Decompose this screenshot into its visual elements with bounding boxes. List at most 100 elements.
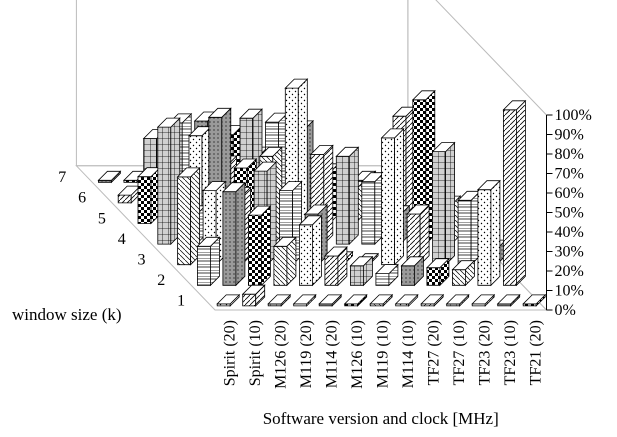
bar-front xyxy=(324,255,339,286)
bar-front xyxy=(273,245,288,286)
bar-front xyxy=(137,176,152,224)
x-tick-label: TF23 (20) xyxy=(476,320,493,385)
bar-side xyxy=(490,179,501,287)
bar xyxy=(496,293,521,307)
bar-top xyxy=(241,284,266,295)
bar-front xyxy=(375,273,390,286)
y-tick-label: 60% xyxy=(555,185,584,202)
bar-front xyxy=(177,176,192,266)
bar xyxy=(176,166,201,266)
bar-top xyxy=(343,294,368,305)
bar-front xyxy=(196,245,211,286)
bar xyxy=(349,255,374,287)
bar-side xyxy=(311,214,322,287)
bar-top xyxy=(304,204,329,215)
bar-side xyxy=(348,146,359,246)
bar-top xyxy=(380,128,405,139)
bar xyxy=(156,117,181,246)
bar-top xyxy=(253,161,278,172)
bar xyxy=(323,246,348,287)
y-tick-label: 20% xyxy=(555,263,584,280)
bar-front xyxy=(117,194,132,204)
x-tick-label: TF27 (10) xyxy=(451,320,468,385)
bar-front xyxy=(335,155,350,245)
bar-side xyxy=(394,127,405,266)
bar-front xyxy=(400,265,415,286)
bar-top xyxy=(425,258,450,269)
y-tick-label: 0% xyxy=(555,302,576,319)
x-tick-label: M114 (20) xyxy=(323,320,340,388)
x-tick-label: Spirit (20) xyxy=(221,320,238,386)
bar xyxy=(298,214,323,287)
x-tick-label: M119 (10) xyxy=(374,320,391,388)
bar xyxy=(369,293,394,307)
bar-top xyxy=(335,146,360,157)
bar xyxy=(117,185,142,204)
bar-top xyxy=(471,294,496,305)
bar-top xyxy=(369,294,394,305)
bar-front xyxy=(349,265,364,286)
z-tick-label: 1 xyxy=(177,293,185,310)
x-tick-label: M126 (10) xyxy=(349,320,366,389)
x-tick-label: M119 (20) xyxy=(298,320,315,388)
bar xyxy=(457,190,482,266)
bar-top xyxy=(318,294,343,305)
bar-top xyxy=(420,294,445,305)
bar-side xyxy=(516,99,526,287)
z-tick-label: 2 xyxy=(157,272,165,289)
bar-top xyxy=(374,264,399,275)
bar-top xyxy=(176,167,201,178)
z-tick-label: 7 xyxy=(58,169,66,186)
bar-top xyxy=(298,215,323,226)
bar-top xyxy=(278,181,303,192)
bar-side xyxy=(235,181,246,287)
bar-top xyxy=(394,294,419,305)
bar-top xyxy=(258,146,283,157)
y-tick-label: 80% xyxy=(555,146,584,163)
bar-front xyxy=(157,126,172,245)
bar-front xyxy=(477,189,492,286)
bar xyxy=(476,179,501,287)
chart-bars xyxy=(97,78,547,307)
bar-side xyxy=(445,141,456,266)
bar xyxy=(318,293,343,307)
z-tick-label: 5 xyxy=(98,210,106,227)
bar xyxy=(267,293,292,307)
bar-front xyxy=(242,293,257,307)
bar-top xyxy=(202,181,227,192)
x-tick-label: Spirit (10) xyxy=(247,320,264,386)
bar xyxy=(420,293,445,307)
x-tick-label: TF23 (10) xyxy=(502,320,519,385)
bar xyxy=(137,166,161,225)
bar-top xyxy=(247,205,272,216)
bar-top xyxy=(445,294,470,305)
bar-side xyxy=(260,205,271,287)
x-tick-label: TF27 (20) xyxy=(425,320,442,385)
bar-top xyxy=(411,90,436,101)
bar-front xyxy=(298,224,313,286)
y-tick-label: 90% xyxy=(555,127,584,144)
bar-front xyxy=(222,191,237,286)
y-tick-label: 50% xyxy=(555,205,584,222)
bar-top xyxy=(284,78,309,89)
bar xyxy=(394,293,419,307)
chart-axis-labels: 0% 10% 20% 30% 40% 50% 60% 70% 80% 90% 100% 1234567… xyxy=(12,107,592,428)
bar-top xyxy=(451,260,476,271)
bar-front xyxy=(457,199,472,266)
y-tick-label: 40% xyxy=(555,224,584,241)
bar-top xyxy=(349,256,374,267)
bar-top xyxy=(292,294,317,305)
bar-top xyxy=(502,100,527,111)
x-tick-label: TF21 (20) xyxy=(527,320,544,385)
x-tick-label: M114 (10) xyxy=(400,320,417,388)
bar-top xyxy=(97,170,122,181)
y-tick-label: 10% xyxy=(555,283,584,300)
bar-top xyxy=(233,158,258,169)
bar xyxy=(343,293,368,307)
bar-top xyxy=(221,182,246,193)
bar xyxy=(241,284,266,307)
bar-top xyxy=(207,107,232,118)
z-axis-title: window size (k) xyxy=(12,305,122,324)
